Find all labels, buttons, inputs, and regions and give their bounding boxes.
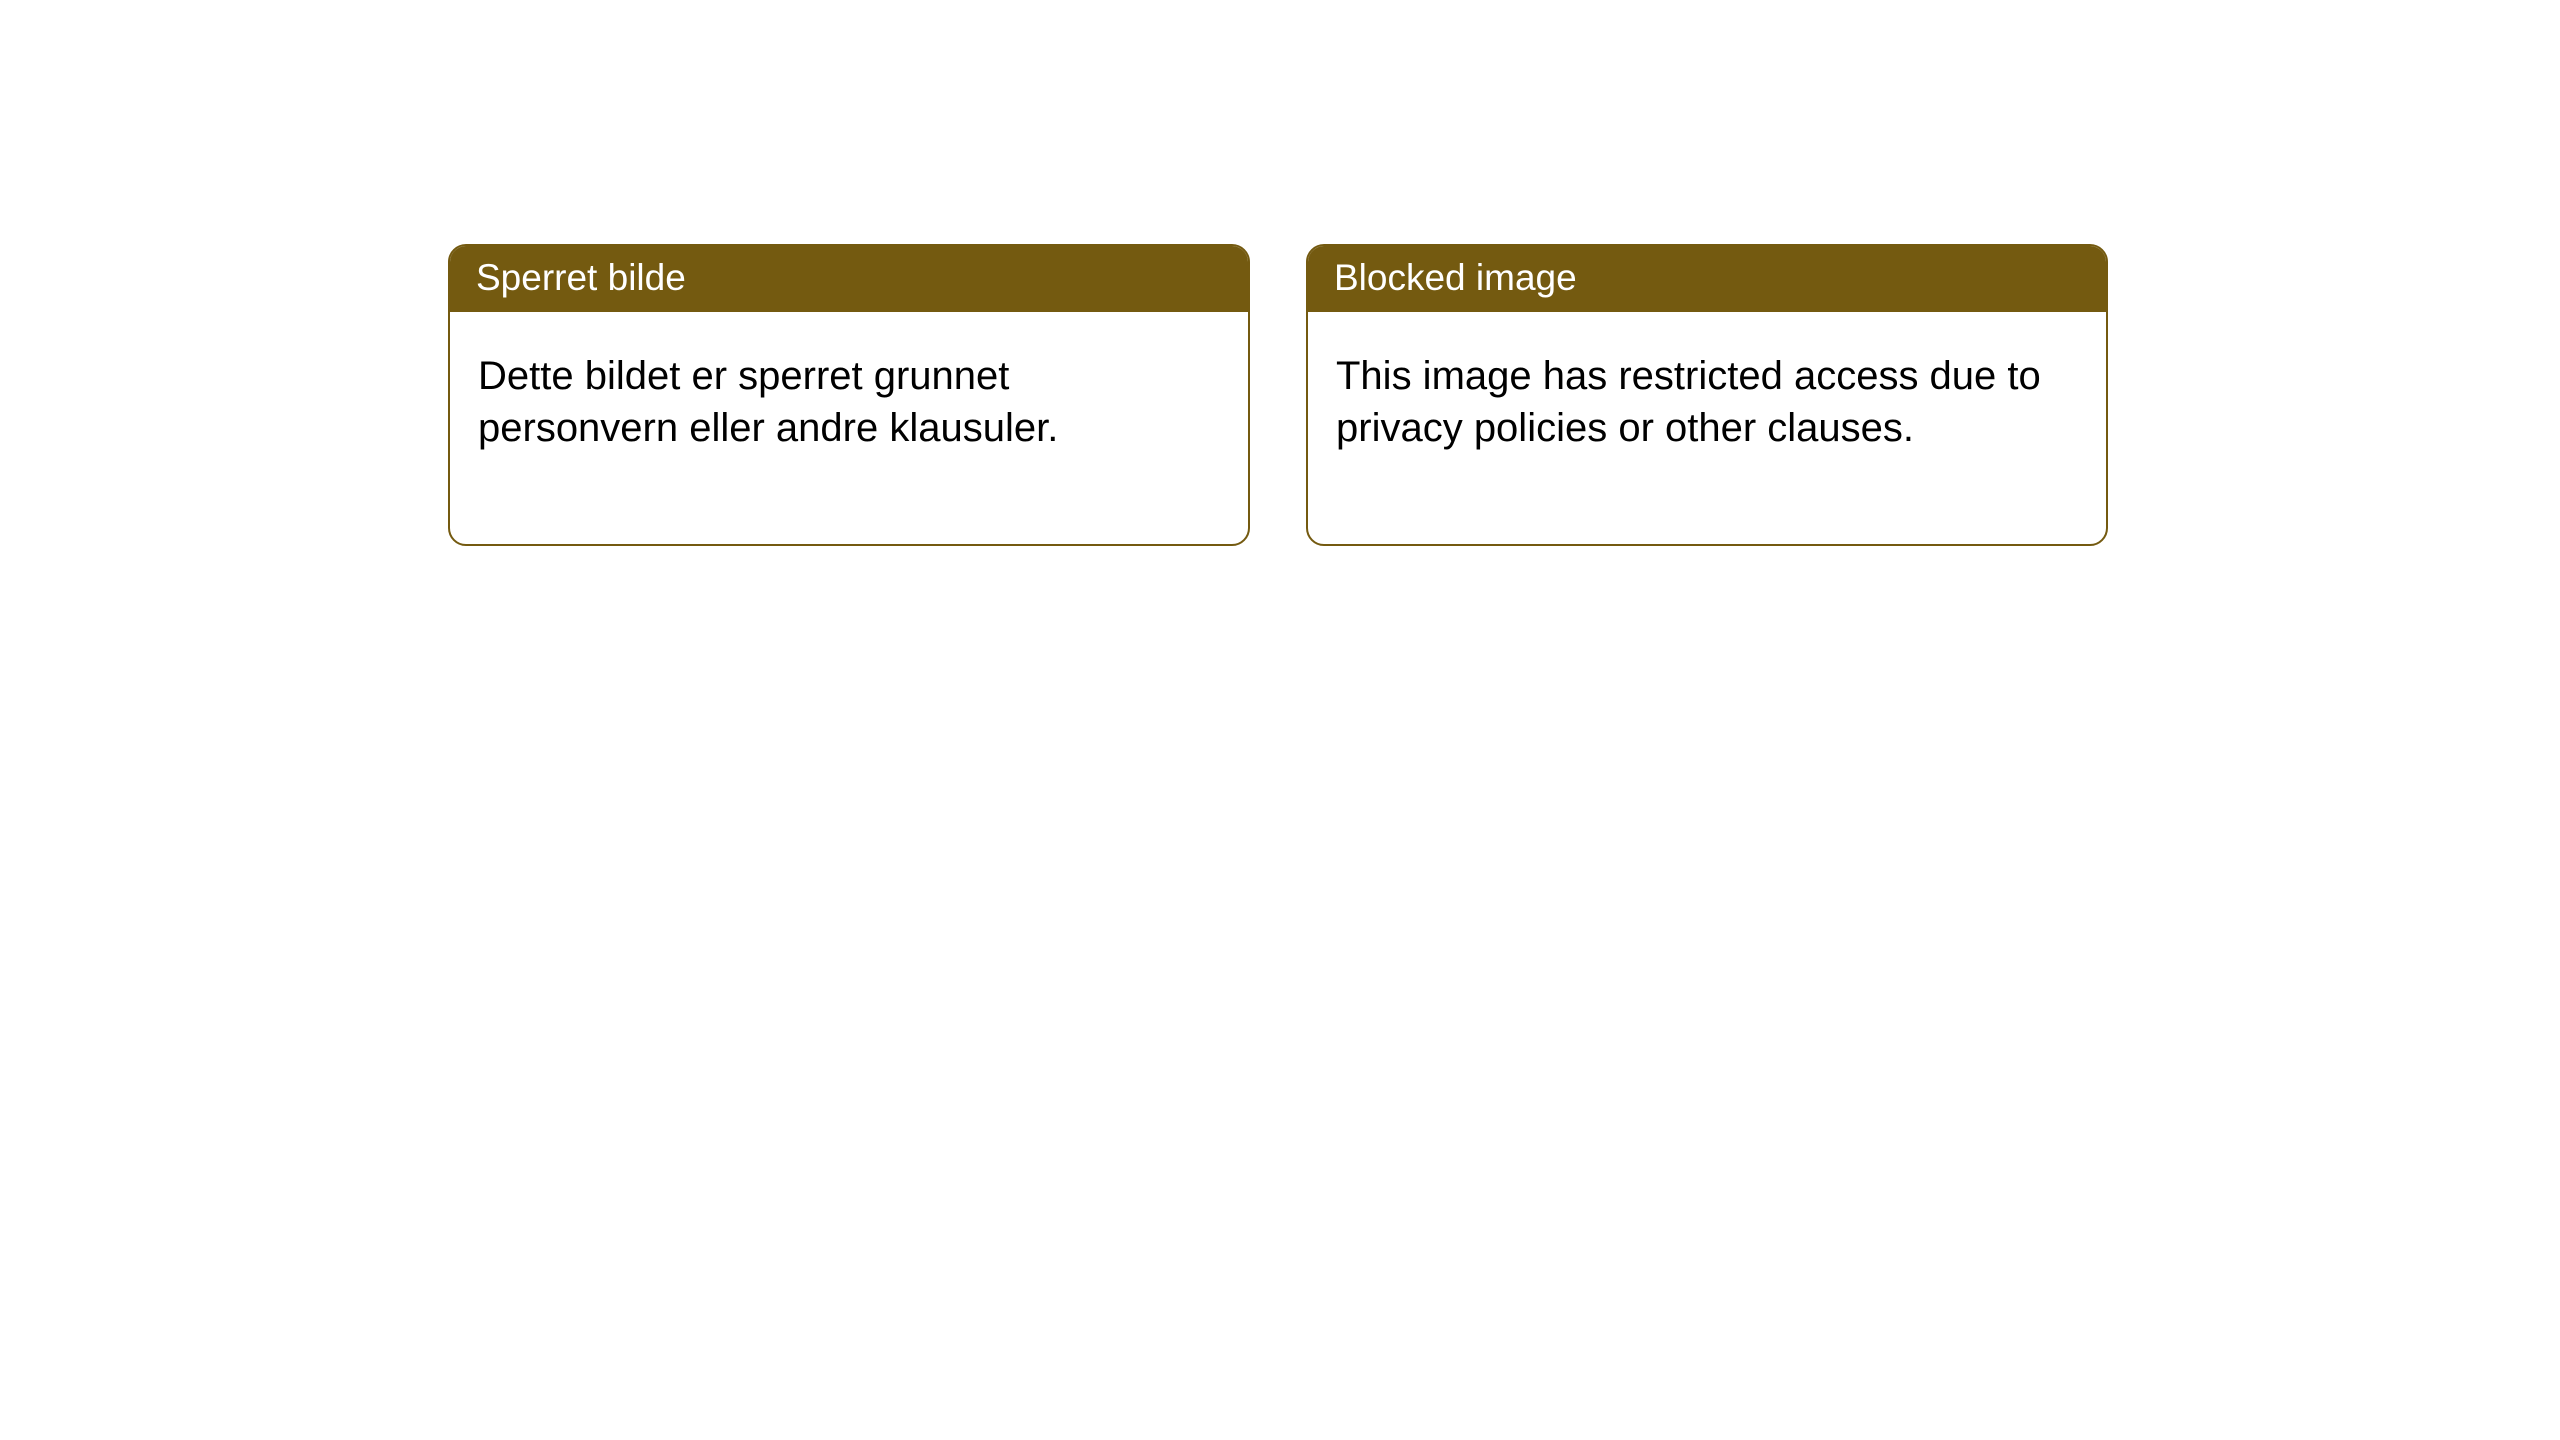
notice-header-no: Sperret bilde xyxy=(450,246,1248,312)
notice-header-en: Blocked image xyxy=(1308,246,2106,312)
notice-card-no: Sperret bilde Dette bildet er sperret gr… xyxy=(448,244,1250,546)
notice-card-en: Blocked image This image has restricted … xyxy=(1306,244,2108,546)
notice-container: Sperret bilde Dette bildet er sperret gr… xyxy=(0,0,2560,546)
notice-body-no: Dette bildet er sperret grunnet personve… xyxy=(450,312,1248,544)
notice-body-en: This image has restricted access due to … xyxy=(1308,312,2106,544)
